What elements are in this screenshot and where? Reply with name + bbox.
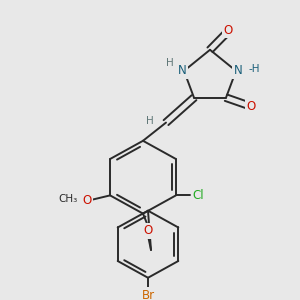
Text: -H: -H <box>248 64 260 74</box>
Text: H: H <box>146 116 154 126</box>
Text: N: N <box>178 64 186 77</box>
Text: Br: Br <box>141 289 154 300</box>
Text: O: O <box>224 24 232 37</box>
Text: CH₃: CH₃ <box>58 194 78 204</box>
Text: O: O <box>82 194 92 207</box>
Text: Cl: Cl <box>192 189 204 202</box>
Text: O: O <box>143 224 153 237</box>
Text: O: O <box>246 100 256 113</box>
Text: N: N <box>234 64 242 77</box>
Text: H: H <box>166 58 174 68</box>
